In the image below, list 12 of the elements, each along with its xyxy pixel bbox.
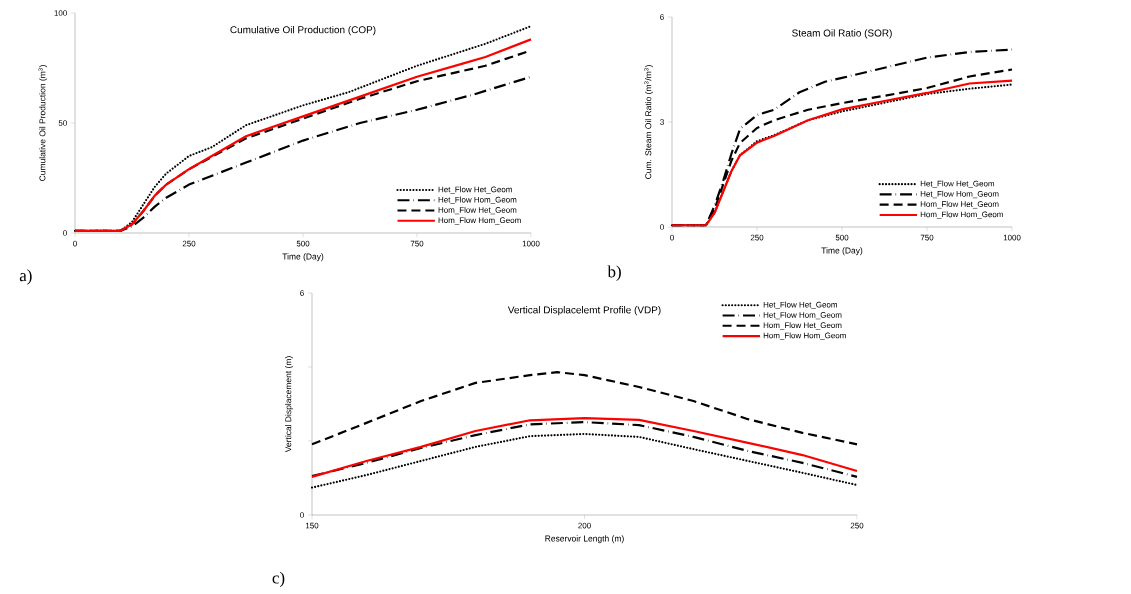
- y-axis-title: Cum. Steam Oil Ratio (m$^{3}$/m$^{3}$): [644, 65, 653, 179]
- text: c): [272, 571, 285, 588]
- x-axis-title: Time (Day): [821, 247, 863, 256]
- x-axis-title: Time (Day): [282, 253, 324, 262]
- text: b): [607, 265, 621, 281]
- text: Steam Oil Ratio (SOR): [792, 29, 892, 39]
- y-axis-title: Cumulative Oil Production (m$^{3}$): [38, 65, 48, 181]
- text: Vertical Displacelemt Profile (VDP): [507, 306, 661, 316]
- text: Cumulative Oil Production (COP): [230, 25, 376, 36]
- y-axis-title: Vertical Displacement (m): [285, 356, 293, 453]
- text: a): [19, 269, 32, 285]
- x-axis-title: Reservoir Length (m): [545, 535, 624, 544]
